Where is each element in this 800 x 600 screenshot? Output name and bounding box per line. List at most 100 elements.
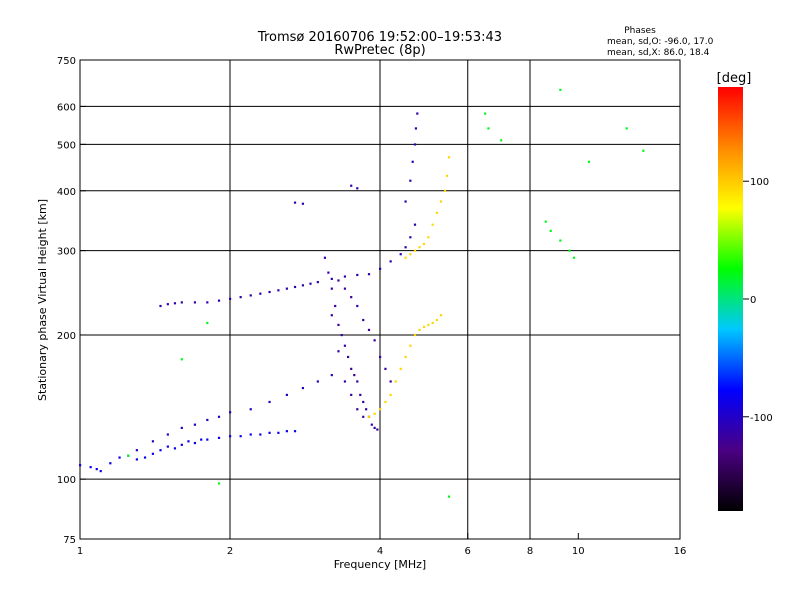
data-point [109,462,112,465]
data-point [559,88,562,91]
data-point [389,380,392,383]
data-point [411,160,414,163]
data-point [330,287,333,290]
data-point [572,256,576,259]
data-point [422,325,426,329]
data-point [343,344,347,347]
data-point [193,423,197,426]
colorbar-ticks: 100 0 -100 [743,177,773,424]
data-point [414,127,418,130]
data-point [443,189,447,192]
data-point [568,249,571,252]
data-point [427,236,430,239]
data-point [353,373,356,377]
data-point [404,355,407,359]
data-point [587,160,591,163]
data-point [229,435,232,438]
data-point [625,127,628,130]
colorbar-tick-label: 100 [750,177,769,188]
data-point [431,223,434,226]
data-point [379,355,382,359]
data-point [285,287,288,290]
data-point [362,318,365,322]
colorbar-tick-label: -100 [750,413,773,424]
data-point [159,449,162,452]
data-point [193,441,197,445]
chart-subtitle: RwPretec (8p) [334,43,425,58]
y-tick-label: 750 [57,56,76,67]
data-point [399,367,402,370]
data-point [180,301,183,304]
data-point [143,456,147,459]
data-point [259,292,262,295]
x-tick-label: 4 [377,546,383,557]
y-tick-label: 600 [57,102,76,113]
data-point [370,423,373,426]
data-point [277,431,280,434]
data-point [559,239,562,242]
data-point [373,426,376,430]
data-point [323,256,327,259]
data-point [293,285,297,289]
x-tick-label: 6 [465,546,471,557]
data-point [373,412,376,415]
axis-ticks: 1 2 4 6 8 10 16 75 100 200 300 400 500 600 750 [57,56,686,557]
data-point [268,400,271,404]
data-point [337,323,340,327]
data-point [359,393,362,397]
data-point [206,321,209,325]
data-point [399,253,402,256]
data-point [549,229,552,232]
data-point [301,284,305,287]
data-point [389,393,392,397]
data-point [217,299,221,302]
x-tick-label: 1 [77,546,83,557]
data-point [409,236,412,239]
data-point [229,297,232,300]
data-point [418,328,421,332]
data-point [384,367,387,370]
data-point [79,464,82,467]
colorbar [718,87,743,511]
colorbar-tick-label: 0 [750,295,756,306]
data-point [422,242,426,245]
data-point [330,277,333,280]
y-tick-label: 75 [63,535,76,546]
data-point [166,445,169,448]
y-tick-label: 500 [57,140,76,151]
data-point [427,323,430,327]
data-point [330,314,333,317]
data-point [118,456,121,459]
data-point [229,411,232,414]
data-point [180,426,183,430]
y-tick-label: 300 [57,247,76,258]
data-point [418,246,421,249]
data-point [379,267,382,270]
y-tick-label: 200 [57,331,76,342]
data-point [334,304,337,308]
data-point [293,201,297,204]
data-point [435,318,438,322]
data-point [367,273,371,276]
data-point [367,415,371,418]
colorbar-label: [deg] [717,71,752,86]
data-point [206,438,209,441]
data-point [413,143,417,146]
data-point [409,179,412,182]
data-point [239,296,242,299]
data-point [166,433,169,436]
data-point [327,271,330,274]
data-point [99,469,102,473]
data-point [343,287,347,290]
y-axis-label: Stationary phase Virtual Height [km] [36,199,49,401]
data-point [127,454,130,457]
data-point [301,202,305,205]
data-point [404,200,407,203]
x-tick-label: 2 [227,546,233,557]
data-point [484,112,487,115]
data-point [159,304,162,308]
x-tick-label: 8 [527,546,533,557]
data-point [350,184,353,187]
data-point [404,246,407,249]
data-point [500,139,503,142]
